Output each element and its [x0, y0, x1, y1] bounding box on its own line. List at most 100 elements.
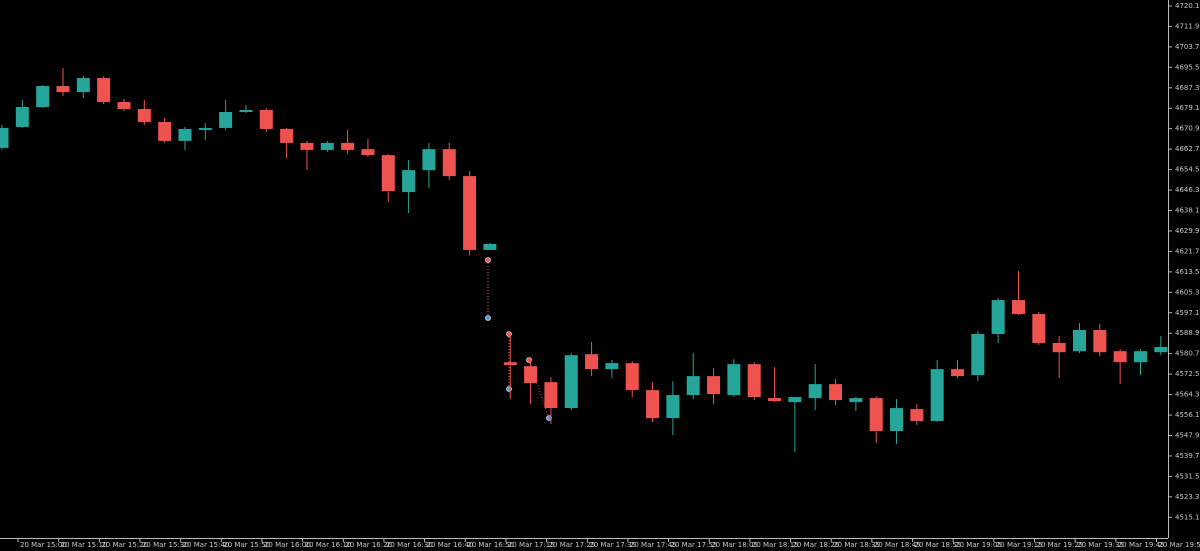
candle-body [686, 376, 700, 396]
candle-body [951, 369, 965, 377]
y-tick-label: 4662.70 [1175, 145, 1200, 153]
trade-marker [485, 315, 491, 321]
candle-body [869, 398, 883, 431]
candle-body [300, 142, 314, 150]
x-tick-label: 20 Mar 18:55 [915, 541, 962, 549]
y-tick-label: 4670.90 [1175, 125, 1200, 133]
x-tick-label: 20 Mar 19:55 [1158, 541, 1200, 549]
candle-body [991, 300, 1005, 334]
x-tick-label: 20 Mar 19:45 [1118, 541, 1165, 549]
candle-body [625, 363, 639, 391]
candle-body [564, 355, 578, 409]
y-tick-label: 4679.10 [1175, 104, 1200, 112]
y-tick-label: 4629.90 [1175, 227, 1200, 235]
candle-body [259, 109, 273, 129]
candle-body [117, 102, 131, 109]
candle-body [463, 176, 477, 250]
x-tick-label: 20 Mar 19:05 [955, 541, 1002, 549]
y-tick-label: 4720.10 [1175, 2, 1200, 10]
y-tick-label: 4654.50 [1175, 166, 1200, 174]
candle-body [747, 364, 761, 398]
candle-body [1032, 314, 1046, 343]
candle-body [585, 354, 599, 370]
x-tick-label: 20 Mar 17:45 [630, 541, 677, 549]
candle-body [1113, 351, 1127, 363]
candle-body [280, 128, 294, 143]
candle-body [158, 121, 172, 141]
x-tick-label: 20 Mar 16:10 [305, 541, 352, 549]
y-tick-label: 4547.90 [1175, 431, 1200, 439]
y-tick-label: 4695.50 [1175, 63, 1200, 71]
y-tick-label: 4580.70 [1175, 350, 1200, 358]
candle-body [442, 149, 456, 177]
candle-body [341, 142, 355, 150]
x-tick-label: 20 Mar 15:00 [20, 541, 67, 549]
y-tick-label: 4588.90 [1175, 329, 1200, 337]
x-tick-label: 20 Mar 16:00 [264, 541, 311, 549]
candle-body [36, 86, 50, 108]
trade-marker [546, 415, 552, 421]
candle-body [198, 127, 212, 130]
x-tick-label: 20 Mar 17:25 [549, 541, 596, 549]
candle-body [544, 382, 558, 409]
trade-line [528, 359, 550, 419]
x-tick-label: 20 Mar 15:10 [61, 541, 108, 549]
candle-body [422, 149, 436, 171]
x-tick-label: 20 Mar 15:50 [223, 541, 270, 549]
x-tick-label: 20 Mar 19:35 [1077, 541, 1124, 549]
x-tick-label: 20 Mar 17:15 [508, 541, 555, 549]
candle-body [320, 142, 334, 150]
x-tick-label: 20 Mar 18:25 [793, 541, 840, 549]
y-tick-label: 4531.50 [1175, 472, 1200, 480]
candle-body [829, 384, 843, 401]
x-tick-label: 20 Mar 18:35 [833, 541, 880, 549]
candle-body [239, 109, 253, 112]
candle-body [524, 366, 538, 384]
candle-body [1133, 351, 1147, 363]
candle-body [1154, 346, 1168, 353]
y-tick-label: 4539.70 [1175, 452, 1200, 460]
candle-body [930, 369, 944, 422]
y-tick-label: 4605.30 [1175, 288, 1200, 296]
y-tick-label: 4711.90 [1175, 22, 1200, 30]
candle-body [849, 398, 863, 403]
x-tick-label: 20 Mar 16:20 [345, 541, 392, 549]
x-tick-label: 20 Mar 16:40 [427, 541, 474, 549]
candle-body [361, 149, 375, 156]
candle-body [15, 107, 29, 127]
x-tick-label: 20 Mar 18:45 [874, 541, 921, 549]
candle-body [666, 395, 680, 419]
y-tick-label: 4564.30 [1175, 391, 1200, 399]
candle-body [97, 78, 111, 103]
candle-body [1072, 329, 1086, 352]
candle-body [768, 398, 782, 402]
x-tick-label: 20 Mar 16:30 [386, 541, 433, 549]
y-tick-label: 4687.30 [1175, 84, 1200, 92]
x-tick-label: 20 Mar 17:35 [589, 541, 636, 549]
trade-marker [485, 257, 491, 263]
x-tick-label: 20 Mar 15:30 [142, 541, 189, 549]
candle-body [483, 243, 497, 250]
candle-body [381, 155, 395, 192]
candle-body [605, 363, 619, 370]
candle-body [808, 384, 822, 399]
y-tick-label: 4646.30 [1175, 186, 1200, 194]
x-tick-label: 20 Mar 19:15 [996, 541, 1043, 549]
candle-body [0, 127, 9, 148]
candle-body [971, 333, 985, 376]
candle-body [219, 111, 233, 128]
candle-body [56, 86, 70, 93]
candle-body [707, 376, 721, 395]
candle-body [503, 362, 517, 366]
y-tick-label: 4613.50 [1175, 268, 1200, 276]
y-tick-label: 4621.70 [1175, 247, 1200, 255]
candle-body [890, 408, 904, 431]
candle-body [1093, 329, 1107, 353]
y-tick-label: 4523.30 [1175, 493, 1200, 501]
y-tick-label: 4572.50 [1175, 370, 1200, 378]
y-tick-label: 4556.10 [1175, 411, 1200, 419]
candle-body [646, 390, 660, 419]
candle-body [910, 409, 924, 422]
y-tick-label: 4703.70 [1175, 43, 1200, 51]
